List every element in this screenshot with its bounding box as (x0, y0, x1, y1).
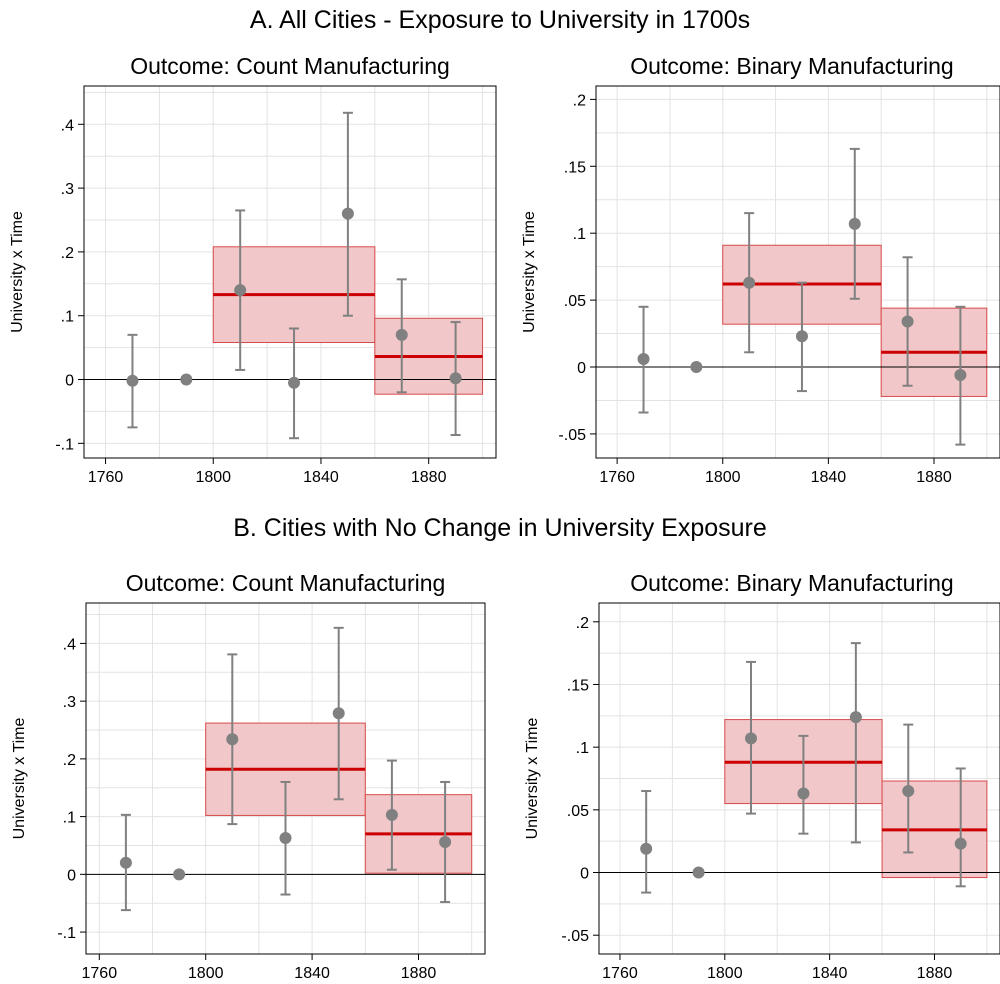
x-tick-label: 1760 (599, 469, 635, 486)
data-point (692, 866, 705, 879)
data-point (119, 856, 132, 869)
y-tick-label: -.1 (57, 925, 76, 942)
y-tick-label: .3 (61, 181, 74, 198)
x-tick-label: 1760 (82, 965, 118, 982)
data-point (279, 831, 292, 844)
data-point (795, 330, 808, 343)
x-tick-label: 1760 (88, 469, 124, 486)
data-point (385, 808, 398, 821)
data-point (848, 217, 861, 230)
data-point (849, 711, 862, 724)
y-tick-label: .1 (576, 740, 589, 757)
y-tick-label: .05 (567, 803, 589, 820)
plot-area (84, 111, 496, 440)
y-tick-label: 0 (577, 360, 586, 377)
data-point (954, 837, 967, 850)
y-axis-label: University x Time (9, 211, 26, 333)
y-tick-label: .4 (61, 117, 74, 134)
y-tick-label: .1 (61, 309, 74, 326)
x-tick-label: 1840 (811, 469, 847, 486)
y-tick-label: -.05 (558, 427, 586, 444)
plot-area (86, 626, 485, 912)
y-tick-label: .4 (63, 636, 76, 653)
x-tick-label: 1800 (188, 965, 224, 982)
x-tick-label: 1880 (411, 469, 447, 486)
data-point (332, 707, 345, 720)
chart-1: 1760 1800 1840 1880 -.1 0 .1 .2 .3 .4 Outcome: Cou… (9, 53, 497, 486)
x-tick-label: 1840 (303, 469, 339, 486)
x-tick-label: 1840 (294, 965, 330, 982)
y-axis-label: University x Time (521, 211, 538, 333)
plot-frame (598, 602, 1000, 955)
data-point (901, 315, 914, 328)
data-point (341, 207, 354, 220)
chart-3: 1760 1800 1840 1880 -.1 0 .1 .2 .3 .4 Outcome: Cou… (11, 570, 486, 982)
plot-area (596, 147, 1000, 446)
data-point (180, 373, 193, 386)
chart-2: 1760 1800 1840 1880 -.05 0 .05 .1 .15 .2 Outcome: … (521, 53, 1000, 486)
panel-a-title: A. All Cities - Exposure to University i… (250, 6, 750, 34)
x-tick-label: 1760 (602, 965, 638, 982)
x-tick-label: 1880 (916, 469, 952, 486)
x-tick-label: 1880 (401, 965, 437, 982)
y-tick-label: .15 (567, 677, 589, 694)
data-point (797, 787, 810, 800)
data-point (226, 733, 239, 746)
y-tick-label: .2 (63, 752, 76, 769)
chart-title: Outcome: Count Manufacturing (126, 570, 446, 596)
data-point (690, 361, 703, 374)
y-tick-label: .2 (573, 92, 586, 109)
x-tick-label: 1840 (812, 965, 848, 982)
data-point (288, 376, 301, 389)
data-point (234, 284, 247, 297)
data-point (637, 352, 650, 365)
data-point (439, 836, 452, 849)
y-tick-label: 0 (65, 373, 74, 390)
data-point (395, 328, 408, 341)
data-point (745, 732, 758, 745)
data-point (640, 842, 653, 855)
x-tick-label: 1880 (917, 965, 953, 982)
y-tick-label: 0 (67, 867, 76, 884)
data-point (173, 868, 186, 881)
y-axis-label: University x Time (11, 718, 28, 840)
x-tick-label: 1800 (195, 469, 231, 486)
y-tick-label: -.1 (55, 436, 74, 453)
y-axis-label: University x Time (524, 718, 541, 840)
y-tick-label: 0 (580, 866, 589, 883)
chart-title: Outcome: Count Manufacturing (130, 53, 450, 79)
data-point (743, 276, 756, 289)
y-tick-label: .05 (564, 293, 586, 310)
chart-title: Outcome: Binary Manufacturing (630, 53, 953, 79)
plot-frame (595, 85, 1000, 459)
y-tick-label: .2 (576, 615, 589, 632)
y-tick-label: .2 (61, 245, 74, 262)
y-tick-label: .15 (564, 159, 586, 176)
plot-frame (83, 85, 497, 459)
x-tick-label: 1800 (705, 469, 741, 486)
panel-b-title: B. Cities with No Change in University E… (233, 514, 767, 542)
plot-area (599, 642, 1000, 894)
data-point (954, 369, 967, 382)
y-tick-label: -.05 (561, 928, 589, 945)
chart-4: 1760 1800 1840 1880 -.05 0 .05 .1 .15 .2 Outcome: … (524, 570, 1000, 982)
y-tick-label: .1 (63, 810, 76, 827)
y-tick-label: .3 (63, 694, 76, 711)
x-tick-label: 1800 (707, 965, 743, 982)
chart-title: Outcome: Binary Manufacturing (630, 570, 953, 596)
data-point (126, 374, 139, 387)
y-tick-label: .1 (573, 226, 586, 243)
data-point (902, 785, 915, 798)
data-point (449, 372, 462, 385)
plot-frame (85, 602, 486, 955)
